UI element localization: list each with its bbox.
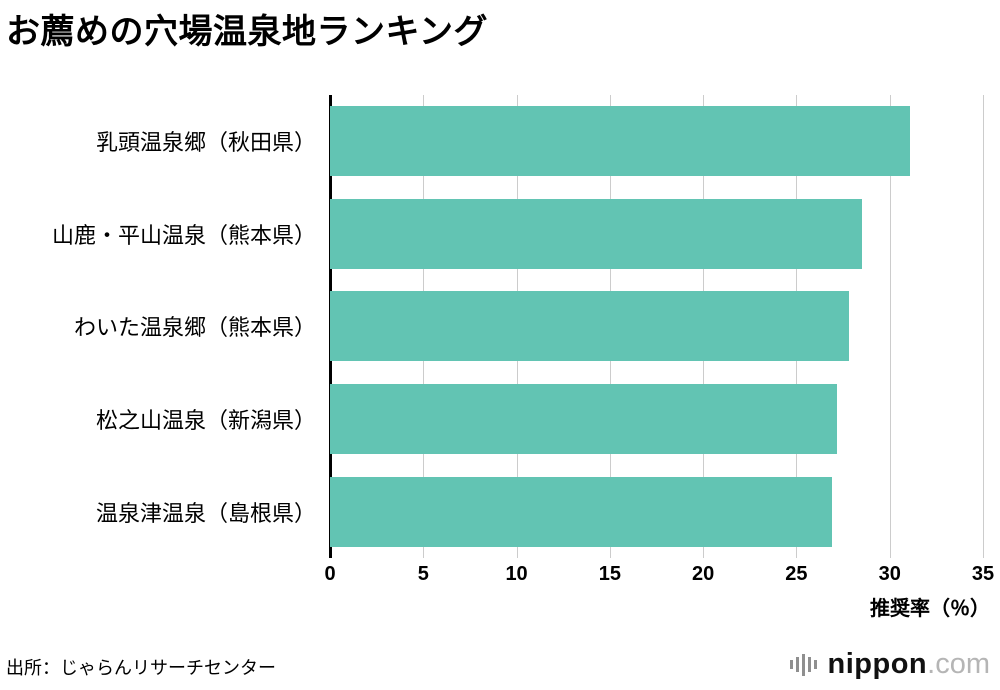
- x-tick-label: 20: [692, 563, 715, 585]
- logo-name: nippon: [827, 648, 928, 680]
- category-label: 松之山温泉（新潟県）: [95, 408, 316, 434]
- x-tick-label: 10: [505, 563, 528, 585]
- x-tick-label: 25: [785, 563, 808, 585]
- soundbars-icon: [789, 653, 820, 676]
- x-axis-label: 推奨率（％）: [870, 598, 990, 620]
- chart-title: お薦めの穴場温泉地ランキング: [6, 13, 488, 51]
- bars-container: [330, 95, 983, 558]
- source-note: 出所：じゃらんリサーチセンター: [6, 658, 276, 678]
- x-tick-label: 30: [878, 563, 901, 585]
- soundbar: [795, 657, 799, 672]
- bar: [330, 291, 849, 362]
- soundbar: [813, 660, 817, 669]
- bar: [330, 384, 838, 455]
- soundbar: [789, 660, 793, 669]
- plot-area: [329, 95, 984, 558]
- bar-row: [330, 280, 983, 373]
- bar-row: [330, 373, 983, 466]
- nippon-logo: nippon .com: [789, 648, 990, 681]
- category-label: わいた温泉郷（熊本県）: [73, 315, 316, 341]
- logo-tld: .com: [927, 648, 990, 680]
- x-tick-label: 5: [417, 563, 429, 585]
- bar-row: [330, 95, 983, 188]
- category-label: 山鹿・平山温泉（熊本県）: [51, 222, 316, 248]
- x-axis-ticks: 0 5 10 15 20 25 30 35: [324, 563, 994, 589]
- x-tick-label: 0: [324, 563, 336, 585]
- bar: [330, 198, 862, 269]
- category-label: 温泉津温泉（島根県）: [95, 500, 316, 526]
- bar-row: [330, 465, 983, 558]
- category-labels: 乳頭温泉郷（秋田県） 山鹿・平山温泉（熊本県） わいた温泉郷（熊本県） 松之山温泉（新…: [0, 95, 316, 558]
- category-label: 乳頭温泉郷（秋田県）: [95, 130, 316, 156]
- bar-row: [330, 188, 983, 281]
- bar: [330, 106, 911, 177]
- x-tick-label: 35: [971, 563, 995, 585]
- soundbar: [801, 653, 805, 676]
- gridline: [889, 95, 891, 558]
- x-tick-label: 15: [598, 563, 621, 585]
- bar: [330, 476, 832, 547]
- soundbar: [807, 657, 811, 672]
- gridline: [983, 95, 984, 558]
